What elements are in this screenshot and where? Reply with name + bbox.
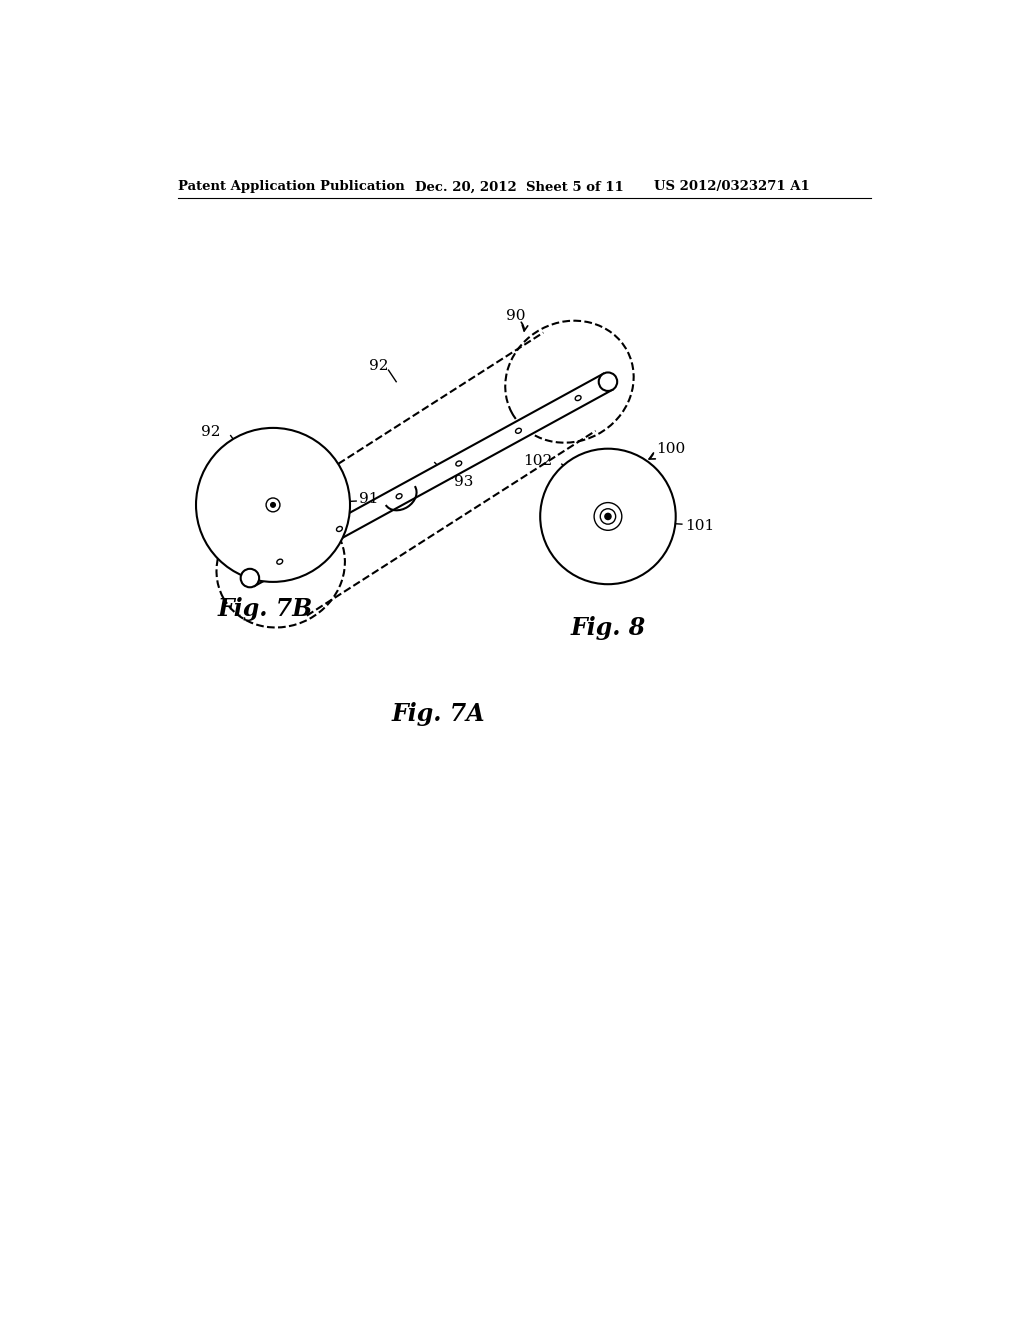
Text: Fig. 8: Fig. 8: [570, 616, 645, 640]
Ellipse shape: [396, 494, 402, 499]
Text: 100: 100: [655, 442, 685, 455]
Polygon shape: [246, 374, 612, 586]
Circle shape: [594, 503, 622, 531]
Text: 92: 92: [370, 359, 389, 374]
Text: Fig. 7A: Fig. 7A: [392, 702, 485, 726]
Ellipse shape: [276, 560, 283, 564]
Text: 91: 91: [359, 492, 379, 506]
Circle shape: [600, 508, 615, 524]
Ellipse shape: [241, 569, 259, 587]
Ellipse shape: [515, 428, 521, 433]
Circle shape: [196, 428, 350, 582]
Text: US 2012/0323271 A1: US 2012/0323271 A1: [654, 181, 810, 194]
Ellipse shape: [575, 396, 581, 400]
Circle shape: [605, 513, 611, 520]
Circle shape: [266, 498, 280, 512]
Ellipse shape: [599, 372, 617, 391]
Text: Dec. 20, 2012  Sheet 5 of 11: Dec. 20, 2012 Sheet 5 of 11: [416, 181, 625, 194]
Circle shape: [541, 449, 676, 585]
Text: 90: 90: [506, 309, 525, 323]
Text: 93: 93: [454, 475, 473, 488]
Text: 102: 102: [523, 454, 553, 469]
Ellipse shape: [337, 527, 342, 532]
Text: 92: 92: [201, 425, 220, 438]
Text: Patent Application Publication: Patent Application Publication: [178, 181, 406, 194]
Text: 91: 91: [236, 498, 255, 512]
Circle shape: [270, 503, 275, 507]
Ellipse shape: [456, 461, 462, 466]
Text: Fig. 7B: Fig. 7B: [218, 597, 313, 620]
Text: 101: 101: [685, 519, 714, 533]
